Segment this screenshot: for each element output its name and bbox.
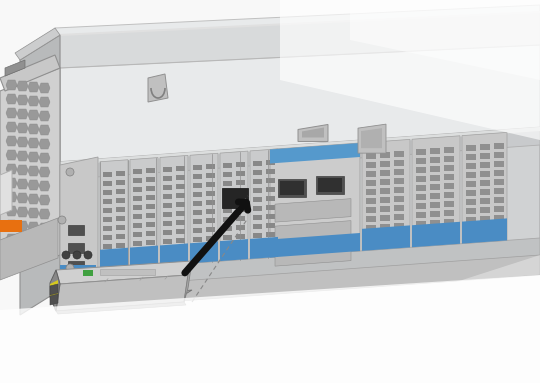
Bar: [266, 232, 275, 237]
Polygon shape: [130, 157, 158, 268]
Polygon shape: [6, 220, 17, 230]
Bar: [394, 223, 404, 229]
Bar: [480, 216, 490, 222]
Bar: [236, 180, 245, 185]
Bar: [430, 193, 440, 199]
Circle shape: [84, 251, 92, 259]
Polygon shape: [17, 207, 28, 217]
Bar: [280, 181, 304, 195]
Polygon shape: [358, 124, 386, 153]
Polygon shape: [60, 157, 98, 290]
Bar: [223, 181, 232, 186]
Bar: [193, 228, 202, 233]
Bar: [416, 212, 426, 218]
Bar: [444, 183, 454, 189]
Bar: [466, 145, 476, 151]
Bar: [206, 164, 215, 169]
Polygon shape: [55, 127, 540, 180]
Bar: [116, 198, 125, 203]
Polygon shape: [6, 178, 17, 188]
Bar: [100, 269, 155, 275]
Polygon shape: [130, 246, 158, 268]
Bar: [253, 161, 262, 166]
Bar: [253, 233, 262, 238]
Bar: [176, 220, 185, 225]
Bar: [103, 180, 112, 185]
Bar: [193, 165, 202, 170]
Bar: [68, 243, 84, 253]
Polygon shape: [55, 238, 540, 293]
Polygon shape: [0, 218, 58, 280]
Bar: [193, 183, 202, 188]
Bar: [366, 216, 376, 221]
Polygon shape: [6, 136, 17, 146]
Bar: [116, 206, 125, 211]
Polygon shape: [462, 133, 507, 244]
Bar: [430, 202, 440, 208]
Bar: [444, 210, 454, 216]
Bar: [116, 188, 125, 193]
Bar: [103, 172, 112, 177]
Polygon shape: [17, 235, 28, 245]
Bar: [394, 169, 404, 175]
Bar: [266, 178, 275, 183]
Bar: [253, 197, 262, 202]
Bar: [163, 239, 172, 244]
Polygon shape: [17, 81, 28, 91]
Bar: [366, 162, 376, 167]
Bar: [394, 160, 404, 165]
Bar: [366, 198, 376, 203]
Polygon shape: [298, 124, 328, 141]
Bar: [103, 198, 112, 203]
Circle shape: [66, 168, 74, 176]
Bar: [466, 208, 476, 214]
Bar: [206, 173, 215, 178]
Bar: [416, 176, 426, 182]
Bar: [68, 225, 84, 235]
Polygon shape: [17, 109, 28, 119]
Bar: [266, 169, 275, 174]
Polygon shape: [28, 194, 39, 204]
Polygon shape: [275, 221, 351, 244]
Bar: [146, 223, 155, 228]
Bar: [176, 211, 185, 216]
Bar: [163, 221, 172, 226]
Bar: [193, 237, 202, 242]
Bar: [103, 226, 112, 231]
Polygon shape: [17, 179, 28, 189]
Polygon shape: [220, 239, 248, 261]
Bar: [480, 207, 490, 213]
Bar: [366, 180, 376, 185]
Bar: [206, 218, 215, 223]
Bar: [494, 188, 504, 194]
Bar: [366, 188, 376, 195]
Polygon shape: [55, 130, 540, 290]
Polygon shape: [17, 137, 28, 147]
Bar: [223, 226, 232, 231]
Polygon shape: [39, 139, 50, 149]
Polygon shape: [28, 110, 39, 120]
Polygon shape: [0, 275, 540, 383]
Bar: [494, 206, 504, 212]
Polygon shape: [28, 208, 39, 218]
Bar: [394, 214, 404, 219]
Bar: [236, 162, 245, 167]
Bar: [193, 174, 202, 179]
Polygon shape: [280, 0, 540, 140]
Bar: [366, 224, 376, 231]
Bar: [193, 201, 202, 206]
Bar: [133, 178, 142, 183]
Bar: [416, 158, 426, 164]
Bar: [236, 216, 245, 221]
Polygon shape: [100, 160, 128, 270]
Circle shape: [66, 264, 74, 272]
Polygon shape: [6, 108, 17, 118]
Bar: [444, 165, 454, 171]
Bar: [253, 188, 262, 193]
Polygon shape: [39, 125, 50, 135]
Bar: [176, 184, 185, 189]
Bar: [494, 152, 504, 158]
Polygon shape: [28, 152, 39, 162]
Polygon shape: [28, 166, 39, 176]
